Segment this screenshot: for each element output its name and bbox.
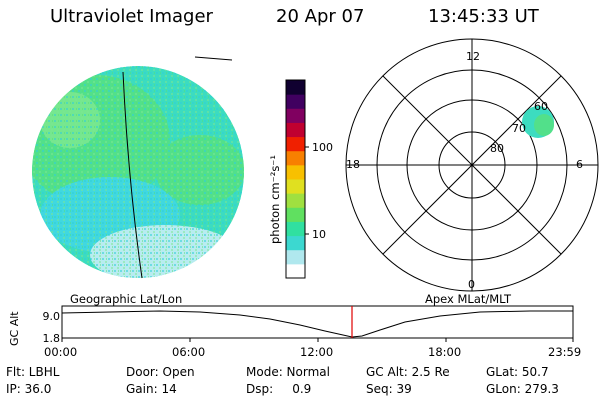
alt-xtick-0: 00:00 [44,345,78,359]
altitude-plot-frame [61,305,574,339]
scan-mark [194,56,233,61]
colorbar-stripe [286,263,305,279]
lat-label-80: 80 [490,142,504,155]
info-glon: GLon: 279.3 [486,382,559,396]
colorbar-unit-label: photon cm⁻²s⁻¹ [268,155,282,244]
info-door: Door: Open [126,365,195,379]
time-label: 13:45:33 UT [428,6,539,27]
info-seq: Seq: 39 [366,382,412,396]
colorbar-stripe [286,122,305,138]
mlt-label-12: 12 [466,50,480,63]
alt-xtick-2: 12:00 [300,345,334,359]
colorbar-stripe [286,221,305,237]
info-filter: Flt: LBHL [6,365,60,379]
colorbar [286,80,305,279]
colorbar-frame [285,79,306,279]
info-glat: GLat: 50.7 [486,365,549,379]
polar-auroral-blob [522,106,554,138]
colorbar-stripe [286,249,305,265]
alt-ytick-bottom: 1.8 [43,332,61,345]
info-gain: Gain: 14 [126,382,177,396]
colorbar-stripe [286,235,305,251]
colorbar-tick-100: 100 [312,141,333,154]
terminator-line [122,71,143,279]
date-label: 20 Apr 07 [276,6,365,27]
alt-xtick-4: 23:59 [548,345,582,359]
colorbar-stripe [286,207,305,222]
instrument-title: Ultraviolet Imager [50,6,213,27]
mlt-label-6: 6 [576,158,583,171]
mlt-label-0: 0 [468,278,475,291]
lat-label-60: 60 [534,100,548,113]
altitude-curve [61,310,573,338]
uv-image-disk [32,66,244,278]
alt-ytick-top: 9.0 [43,310,61,323]
colorbar-stripe [286,150,305,166]
info-mode: Mode: Normal [246,365,330,379]
alt-ylabel: GC Alt [8,311,21,346]
image-panel-label: Geographic Lat/Lon [70,292,183,306]
colorbar-stripe [286,179,305,194]
colorbar-stripe [286,136,305,152]
alt-xtick-3: 18:00 [428,345,462,359]
colorbar-stripe [286,80,305,95]
mlt-label-18: 18 [346,158,360,171]
colorbar-stripe [286,108,305,123]
colorbar-tick-10: 10 [312,228,326,241]
info-ip: IP: 36.0 [6,382,52,396]
polar-plot [345,38,599,292]
alt-xtick-1: 06:00 [172,345,206,359]
colorbar-stripe [286,164,305,180]
polar-panel-label: Apex MLat/MLT [425,292,512,306]
info-gc-alt: GC Alt: 2.5 Re [366,365,450,379]
colorbar-stripe [286,193,305,208]
lat-label-70: 70 [512,122,526,135]
info-dsp: Dsp: 0.9 [246,382,312,396]
colorbar-stripe [286,94,305,109]
